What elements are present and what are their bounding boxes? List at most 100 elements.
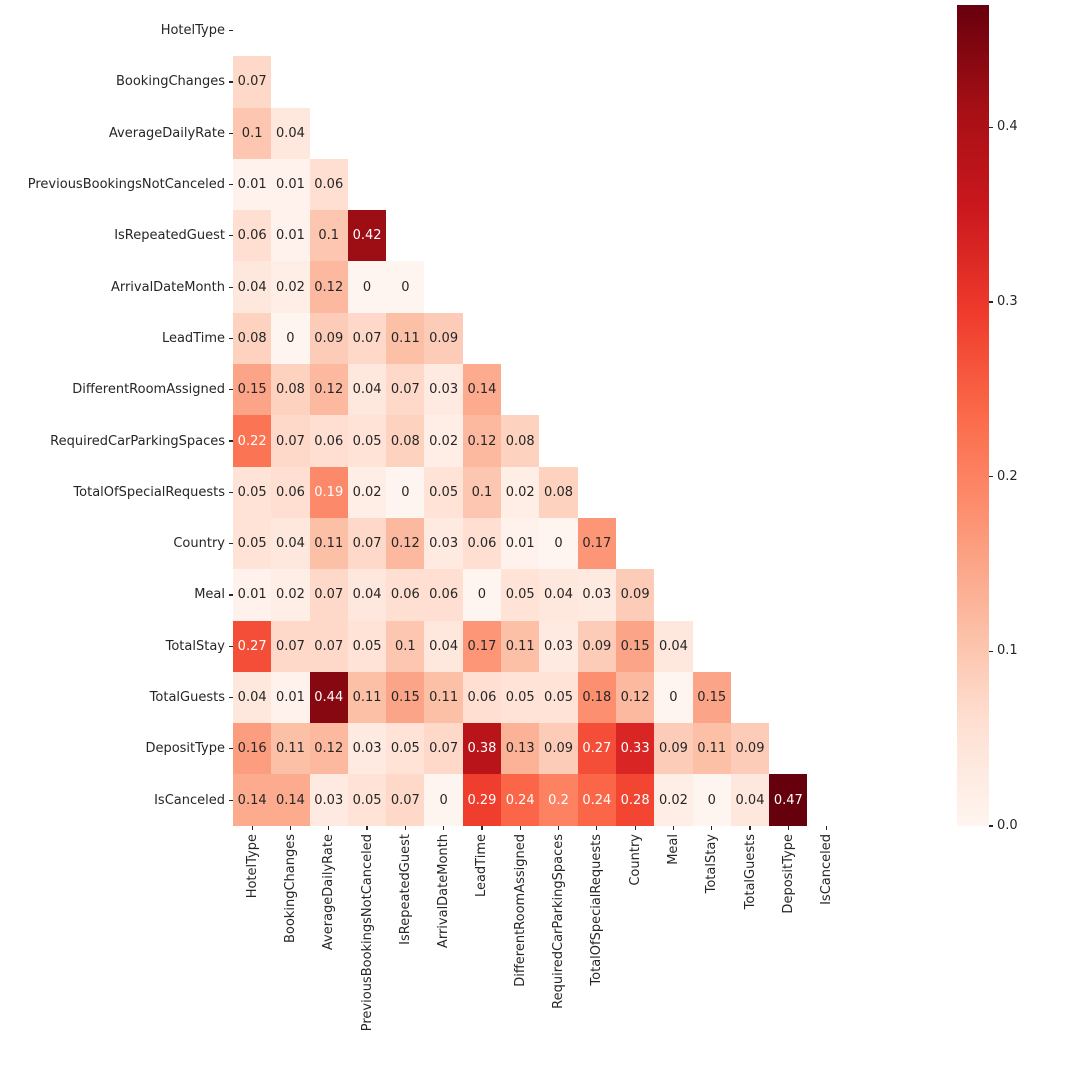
x-tick-label-text: DepositType bbox=[780, 833, 796, 914]
heatmap-cell: 0 bbox=[271, 312, 310, 365]
heatmap-cell-masked bbox=[501, 108, 539, 159]
heatmap-cell: 0.06 bbox=[233, 210, 272, 262]
heatmap-cell: 0.27 bbox=[233, 620, 272, 672]
x-axis-labels: HotelType BookingChanges AverageDailyRate P… bbox=[233, 825, 846, 1032]
heatmap-cell-masked bbox=[616, 56, 654, 107]
y-tick-label: TotalGuests bbox=[0, 672, 233, 723]
heatmap-cell: 0.38 bbox=[462, 723, 502, 775]
x-tick-label-text: IsCanceled bbox=[819, 833, 835, 905]
heatmap-cell-masked bbox=[807, 159, 845, 210]
x-tick-mark bbox=[634, 825, 636, 830]
y-tick-label: TotalOfSpecialRequests bbox=[0, 467, 233, 518]
heatmap-cell-masked bbox=[424, 108, 462, 159]
heatmap-cell: 0.03 bbox=[424, 517, 463, 570]
heatmap-cell: 0.33 bbox=[615, 723, 655, 775]
heatmap-cell-masked bbox=[807, 210, 845, 261]
heatmap-cell-masked bbox=[578, 467, 616, 518]
heatmap-cell: 0.05 bbox=[501, 671, 540, 724]
heatmap-cell-masked bbox=[386, 56, 424, 107]
heatmap-cell-masked bbox=[807, 621, 845, 672]
x-tick-label: Country bbox=[616, 825, 654, 1031]
heatmap-cell-masked bbox=[807, 261, 845, 312]
heatmap-cell-masked bbox=[769, 672, 807, 723]
x-tick-label: TotalStay bbox=[693, 825, 731, 1031]
heatmap-cell-masked bbox=[271, 5, 309, 56]
heatmap-cell-masked bbox=[769, 467, 807, 518]
heatmap-cell-masked bbox=[731, 364, 769, 415]
x-tick-label-text: IsRepeatedGuest bbox=[397, 833, 413, 945]
heatmap-cell-masked bbox=[654, 56, 692, 107]
heatmap-cell: 0.06 bbox=[462, 671, 502, 724]
heatmap-cell-masked bbox=[731, 5, 769, 56]
x-tick-mark bbox=[404, 825, 406, 830]
heatmap-cell-masked bbox=[424, 159, 462, 210]
heatmap-cell-masked bbox=[501, 210, 539, 261]
y-tick-mark bbox=[229, 748, 233, 750]
y-tick-mark bbox=[229, 183, 233, 186]
x-tick-mark bbox=[749, 825, 751, 830]
heatmap-cell-masked bbox=[731, 467, 769, 518]
heatmap-cell: 0.14 bbox=[271, 774, 310, 826]
heatmap-cell-masked bbox=[578, 5, 616, 56]
heatmap-cell: 0.19 bbox=[309, 466, 348, 518]
heatmap-cell-masked bbox=[731, 261, 769, 312]
heatmap-cell: 0.02 bbox=[654, 774, 693, 826]
heatmap-cell: 0.11 bbox=[501, 620, 540, 672]
heatmap-cell: 0 bbox=[692, 774, 731, 826]
y-tick-label-text: ArrivalDateMonth bbox=[110, 279, 225, 295]
heatmap-cell-masked bbox=[807, 569, 845, 620]
y-tick-label: HotelType bbox=[0, 5, 233, 56]
x-tick-label: Meal bbox=[654, 825, 692, 1031]
heatmap-cell-masked bbox=[578, 364, 616, 415]
colorbar-tick-mark bbox=[989, 476, 993, 478]
heatmap-cell-masked bbox=[616, 313, 654, 364]
heatmap-cell: 0.07 bbox=[309, 569, 348, 621]
heatmap-cell: 0 bbox=[654, 671, 693, 724]
y-tick-label-text: TotalStay bbox=[165, 638, 225, 654]
heatmap-cell-masked bbox=[769, 313, 807, 364]
y-tick-label-text: HotelType bbox=[160, 23, 225, 39]
y-tick-label: IsCanceled bbox=[0, 774, 233, 825]
x-tick-mark bbox=[596, 825, 598, 830]
x-tick-mark bbox=[366, 825, 368, 830]
heatmap-cell: 0.01 bbox=[233, 158, 272, 211]
heatmap-cell-masked bbox=[731, 56, 769, 107]
x-tick-label-text: PreviousBookingsNotCanceled bbox=[359, 833, 375, 1032]
y-tick-label: DifferentRoomAssigned bbox=[0, 364, 233, 415]
heatmap-cell: 0.03 bbox=[424, 364, 463, 416]
heatmap-cell-masked bbox=[654, 569, 692, 620]
y-tick-label-text: LeadTime bbox=[161, 330, 225, 346]
y-tick-label: TotalStay bbox=[0, 621, 233, 672]
heatmap-cell: 0.11 bbox=[309, 517, 348, 570]
heatmap-cell: 0.17 bbox=[462, 620, 502, 672]
heatmap-cell: 0.05 bbox=[347, 774, 387, 826]
heatmap-cell-masked bbox=[731, 415, 769, 466]
heatmap-cell-masked bbox=[348, 5, 386, 56]
heatmap-cell-masked bbox=[578, 313, 616, 364]
x-tick-mark bbox=[251, 825, 253, 830]
heatmap-cell-masked bbox=[769, 56, 807, 107]
heatmap-cell: 0.05 bbox=[233, 466, 272, 518]
heatmap-cell: 0.09 bbox=[615, 569, 655, 621]
colorbar-gradient bbox=[957, 5, 989, 826]
y-tick-mark bbox=[229, 543, 233, 545]
heatmap-cell: 0.07 bbox=[309, 620, 348, 672]
heatmap-cell-masked bbox=[693, 5, 731, 56]
heatmap-cell-masked bbox=[731, 108, 769, 159]
heatmap-cell-masked bbox=[539, 313, 577, 364]
heatmap-cell-masked bbox=[693, 313, 731, 364]
heatmap-cell: 0.29 bbox=[462, 774, 502, 826]
heatmap-cell-masked bbox=[539, 415, 577, 466]
heatmap-cell-masked bbox=[501, 56, 539, 107]
heatmap-cell: 0.08 bbox=[233, 312, 272, 365]
heatmap-cell: 0.11 bbox=[347, 671, 387, 724]
x-tick-label-text: DifferentRoomAssigned bbox=[512, 833, 528, 987]
y-tick-mark bbox=[229, 81, 233, 83]
heatmap-cell: 0.07 bbox=[424, 723, 463, 775]
heatmap-cell: 0.12 bbox=[462, 415, 502, 467]
x-tick-mark bbox=[557, 825, 560, 830]
heatmap-cell: 0.01 bbox=[271, 671, 310, 724]
heatmap-cell-masked bbox=[769, 210, 807, 261]
heatmap-cell-masked bbox=[616, 518, 654, 569]
heatmap-cell-masked bbox=[654, 210, 692, 261]
